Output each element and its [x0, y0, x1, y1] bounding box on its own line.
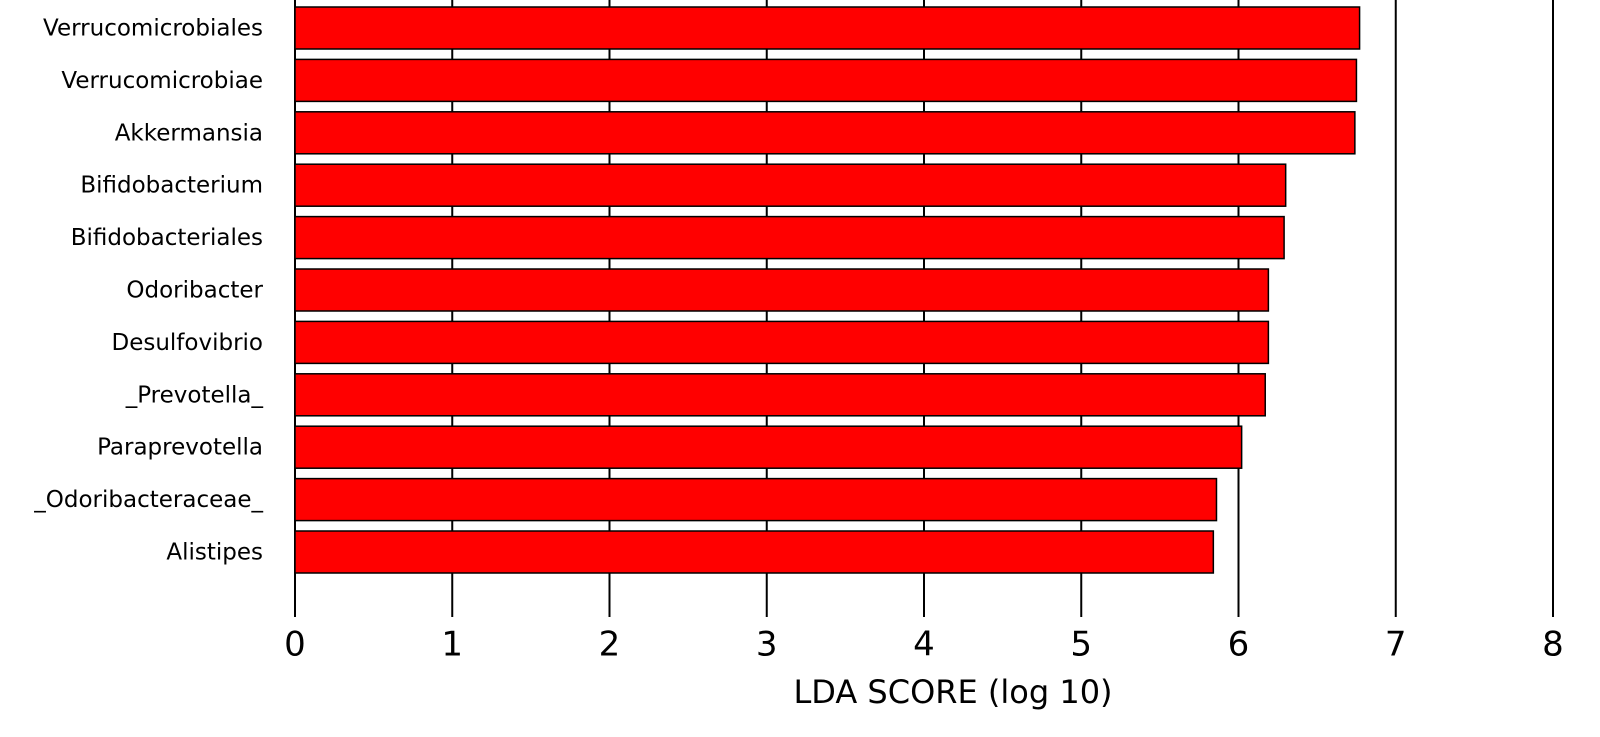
bar	[294, 425, 1243, 469]
y-tick-label: _Prevotella_	[125, 382, 264, 408]
bar	[294, 320, 1270, 365]
bar	[294, 111, 1356, 155]
y-tick-label: Bifidobacteriales	[71, 225, 263, 251]
x-tick-label: 7	[1385, 625, 1407, 665]
bar	[294, 268, 1270, 312]
x-tick-label: 3	[756, 625, 778, 665]
bar	[294, 58, 1358, 103]
bar	[294, 215, 1285, 260]
x-tick-label: 6	[1228, 625, 1250, 665]
y-tick-label: Paraprevotella	[97, 435, 263, 461]
y-tick-label: Verrucomicrobiae	[61, 68, 263, 94]
bar	[294, 530, 1215, 574]
y-tick-label: Desulfovibrio	[112, 330, 264, 356]
y-tick-label: Akkermansia	[115, 120, 263, 146]
y-tick-label: _Odoribacteraceae_	[33, 487, 263, 513]
x-tick-label: 4	[913, 625, 935, 665]
y-tick-label: Alistipes	[166, 540, 263, 566]
bar	[294, 477, 1218, 522]
bar	[294, 373, 1266, 417]
y-tick-label: Odoribacter	[126, 278, 263, 304]
bar	[294, 6, 1361, 50]
bar	[294, 163, 1287, 207]
x-tick-label: 8	[1542, 625, 1564, 665]
x-axis-label: LDA SCORE (log 10)	[793, 673, 1112, 711]
x-tick-label: 0	[284, 625, 306, 665]
x-tick-label: 2	[599, 625, 621, 665]
x-tick-label: 1	[441, 625, 463, 665]
x-tick-label: 5	[1070, 625, 1092, 665]
y-tick-label: Verrucomicrobiales	[43, 16, 263, 42]
y-tick-label: Bifidobacterium	[80, 173, 263, 199]
